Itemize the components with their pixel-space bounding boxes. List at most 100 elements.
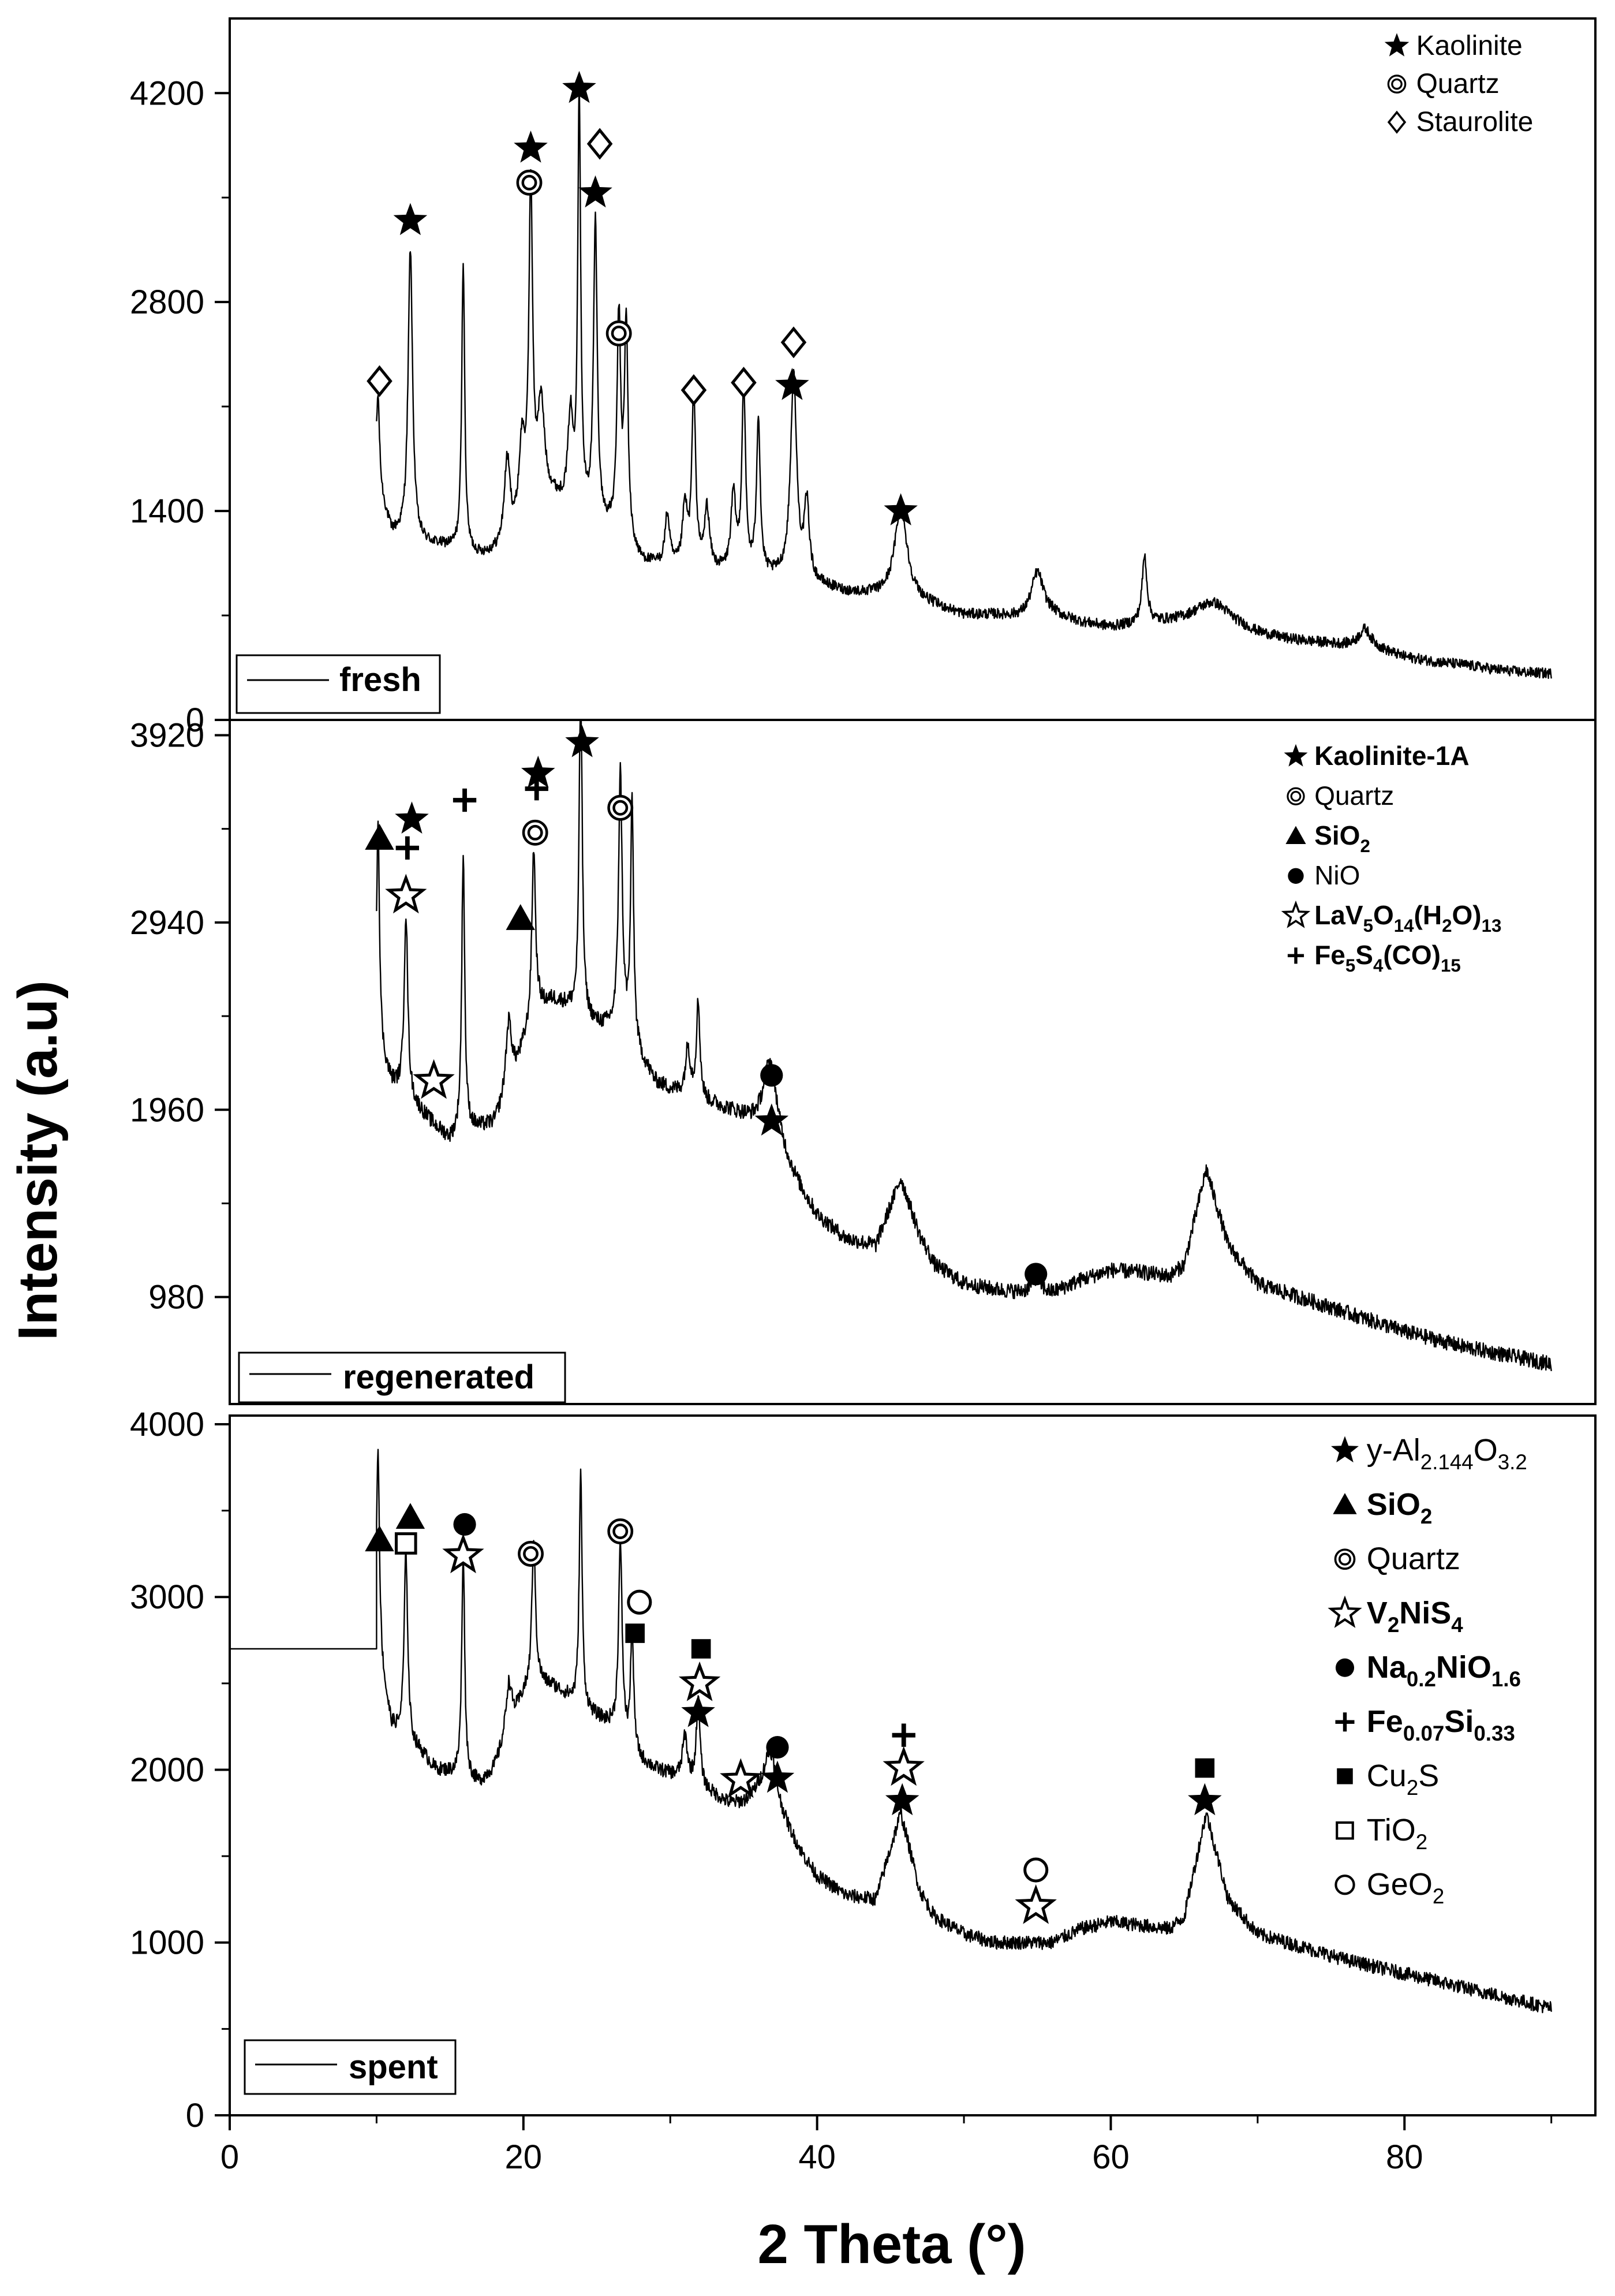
peak-marker-spent-20 [1195, 1758, 1215, 1778]
peak-marker-spent-1 [395, 1503, 425, 1529]
legend-symbol-spent-5 [1335, 1712, 1355, 1732]
legend-symbol-fresh-2 [1387, 110, 1407, 134]
peak-marker-fresh-0 [393, 203, 428, 236]
chart-marks: 0 20 40 60 80 0 1400 2800 4200 Kaolinite Quartz Sta… [130, 31, 1553, 2176]
peak-marker-fresh-3 [578, 175, 612, 208]
peak-marker-spent-15 [892, 1723, 915, 1747]
legend-label-spent-1: SiO2 [1367, 1487, 1432, 1528]
peak-marker-fresh-12 [780, 326, 807, 359]
series-label-regenerated-text: regenerated [343, 1358, 534, 1396]
legend-label-spent-6: Cu2S [1367, 1759, 1439, 1800]
x-tick-label-40: 40 [798, 2138, 836, 2176]
peak-marker-regenerated-10 [413, 1059, 455, 1099]
peak-marker-regenerated-8 [525, 777, 548, 801]
peak-marker-spent-16 [883, 1746, 925, 1786]
peak-marker-regenerated-3 [521, 755, 555, 788]
peak-marker-spent-19 [1015, 1884, 1057, 1924]
peak-marker-regenerated-14 [1025, 1263, 1048, 1286]
panel-spent [229, 1414, 1597, 2116]
legend-label-spent-4: Na0.2NiO1.6 [1367, 1650, 1521, 1691]
legend-symbol-spent-2 [1334, 1548, 1356, 1570]
peak-marker-fresh-6 [516, 169, 543, 196]
peak-marker-regenerated-0 [365, 824, 394, 850]
legend-label-spent-0: y-Al2.144O3.2 [1367, 1433, 1527, 1474]
y-tick-label-spent-0: 0 [186, 2097, 204, 2134]
y-tick-label-fresh-1400: 1400 [130, 492, 204, 530]
peak-marker-spent-7 [627, 1589, 652, 1615]
peak-marker-regenerated-7 [453, 788, 477, 812]
legend-symbol-spent-0 [1331, 1436, 1359, 1463]
panel-regenerated [229, 719, 1597, 1405]
legend-label-spent-3: V2NiS4 [1367, 1596, 1463, 1637]
legend-label-regenerated-4: LaV5O14(H2O)13 [1314, 900, 1501, 936]
legend-symbol-spent-6 [1337, 1768, 1353, 1784]
peak-marker-spent-8 [625, 1623, 645, 1643]
peak-marker-spent-18 [1023, 1857, 1049, 1883]
xrd-trace-spent [230, 1448, 1552, 2014]
peak-marker-fresh-5 [884, 493, 918, 525]
xrd-trace-regenerated [376, 719, 1552, 1372]
legend-symbol-spent-1 [1333, 1493, 1357, 1514]
peak-marker-fresh-2 [562, 70, 596, 103]
series-label-fresh: fresh [235, 654, 441, 714]
legend-label-regenerated-2: SiO2 [1314, 820, 1370, 856]
peak-marker-regenerated-9 [385, 873, 427, 914]
legend-symbol-spent-8 [1334, 1875, 1355, 1895]
y-axis-title: Intensity (a.u) [7, 980, 69, 1341]
peak-marker-regenerated-4 [565, 725, 599, 757]
peak-marker-spent-4 [442, 1533, 484, 1574]
legend-label-spent-7: TiO2 [1367, 1813, 1427, 1854]
legend-symbol-spent-4 [1335, 1658, 1355, 1677]
y-tick-label-spent-2000: 2000 [130, 1751, 204, 1789]
peak-marker-fresh-9 [586, 128, 613, 160]
y-tick-label-regenerated-3920: 3920 [130, 716, 204, 754]
peak-marker-fresh-7 [605, 320, 632, 346]
legend-fresh: Kaolinite Quartz Staurolite [1416, 31, 1534, 137]
legend-label-regenerated-3: NiO [1314, 860, 1360, 890]
panel-frame-spent [229, 1414, 1597, 2116]
y-tick-label-fresh-4200: 4200 [130, 74, 204, 112]
legend-label-fresh-2: Staurolite [1416, 107, 1534, 137]
peak-marker-spent-3 [453, 1513, 476, 1536]
y-tick-label-spent-1000: 1000 [130, 1924, 204, 1962]
y-tick-label-fresh-0: 0 [186, 701, 204, 739]
x-tick-label-0: 0 [220, 2138, 239, 2176]
legend-spent: y-Al2.144O3.2 SiO2 Quartz V2NiS4 Na0.2NiO1.6… [1367, 1433, 1527, 1908]
peak-marker-regenerated-5 [754, 1103, 789, 1136]
y-tick-label-spent-4000: 4000 [130, 1406, 204, 1443]
legend-symbol-regenerated-0 [1284, 744, 1308, 767]
y-tick-label-spent-3000: 3000 [130, 1578, 204, 1616]
legend-symbol-regenerated-5 [1287, 947, 1304, 964]
peak-marker-spent-21 [1188, 1783, 1222, 1816]
peak-marker-spent-9 [691, 1639, 711, 1659]
peak-marker-regenerated-13 [760, 1064, 783, 1087]
legend-symbol-regenerated-3 [1288, 868, 1304, 884]
series-label-regenerated: regenerated [238, 1352, 566, 1403]
peak-marker-regenerated-6 [395, 836, 419, 860]
legend-regenerated: Kaolinite-1A Quartz SiO2 NiO LaV5O14(H2O)13 F… [1314, 741, 1501, 976]
legend-label-regenerated-1: Quartz [1314, 781, 1394, 811]
xrd-trace-fresh [376, 74, 1552, 680]
peak-marker-fresh-8 [367, 365, 392, 397]
y-tick-label-regenerated-2940: 2940 [130, 904, 204, 942]
x-tick-label-20: 20 [505, 2138, 543, 2176]
peak-marker-fresh-1 [514, 130, 548, 163]
panel-frame-regenerated [229, 719, 1597, 1405]
x-tick-label-80: 80 [1386, 2138, 1423, 2176]
peak-marker-regenerated-2 [395, 801, 429, 834]
series-label-spent-text: spent [349, 2048, 438, 2086]
peak-marker-spent-17 [885, 1783, 919, 1816]
peak-marker-fresh-4 [775, 368, 809, 400]
y-tick-label-regenerated-1960: 1960 [130, 1091, 204, 1129]
legend-symbol-regenerated-1 [1287, 787, 1305, 805]
peak-marker-spent-12 [720, 1758, 762, 1798]
legend-symbol-regenerated-4 [1281, 900, 1311, 928]
peak-marker-regenerated-11 [522, 819, 548, 846]
legend-label-regenerated-5: Fe5S4(CO)15 [1314, 940, 1461, 976]
peak-marker-regenerated-12 [607, 794, 634, 821]
legend-symbol-fresh-1 [1387, 74, 1407, 94]
legend-label-fresh-0: Kaolinite [1416, 31, 1523, 61]
peak-marker-spent-13 [766, 1735, 789, 1759]
x-axis-title: 2 Theta (°) [757, 2213, 1026, 2275]
